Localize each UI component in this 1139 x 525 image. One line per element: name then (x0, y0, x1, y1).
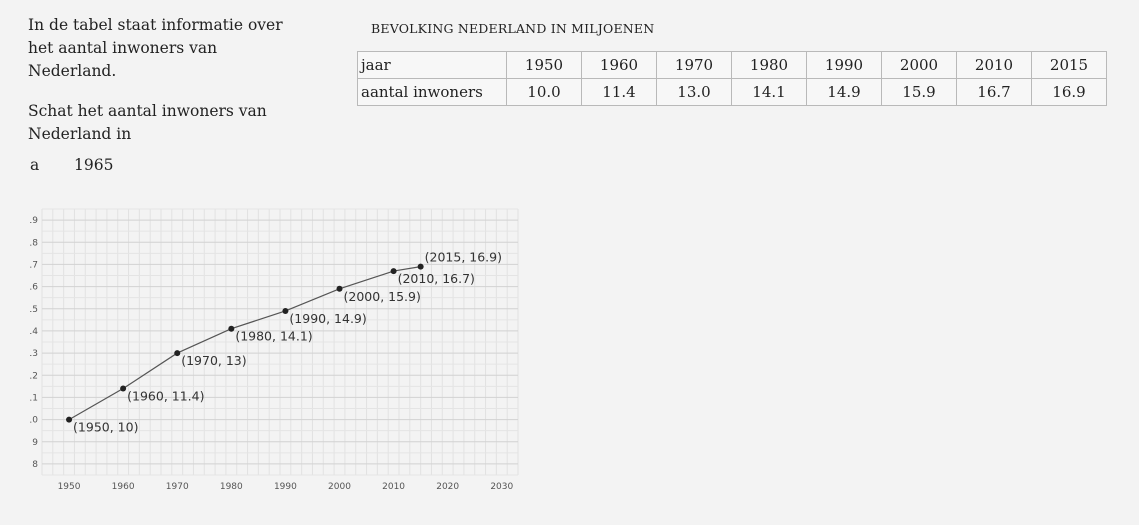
y-tick-label: 19 (30, 216, 38, 226)
x-tick-label: 2000 (328, 482, 351, 492)
x-tick-label: 1980 (220, 482, 243, 492)
data-point-label: (1970, 13) (181, 353, 246, 368)
data-point (120, 385, 127, 392)
y-tick-label: 10 (30, 416, 38, 426)
question-sentence: Schat het aantal inwoners van Nederland … (28, 102, 267, 143)
x-tick-label: 2010 (382, 482, 405, 492)
population-table: jaar 1950 1960 1970 1980 1990 2000 2010 … (357, 51, 1107, 106)
x-tick-label: 2030 (490, 482, 513, 492)
population-cell: 15.9 (881, 78, 957, 106)
data-point-label: (1950, 10) (73, 420, 138, 435)
population-cell: 14.9 (806, 78, 882, 106)
y-tick-label: 8 (32, 460, 38, 470)
y-tick-label: 11 (30, 393, 38, 403)
data-point (390, 268, 397, 275)
table-row-year: jaar 1950 1960 1970 1980 1990 2000 2010 … (357, 51, 1107, 79)
x-tick-label: 2020 (436, 482, 459, 492)
population-cell: 14.1 (731, 78, 807, 106)
population-cell: 16.9 (1031, 78, 1107, 106)
year-cell: 1990 (806, 51, 882, 79)
question-item-a: a 1965 (30, 156, 113, 174)
data-point (336, 285, 343, 292)
table-row-population: aantal inwoners 10.0 11.4 13.0 14.1 14.9… (357, 78, 1107, 106)
intro-sentence: In de tabel staat informatie over het aa… (28, 16, 283, 80)
data-point-label: (2015, 16.9) (425, 250, 502, 265)
x-tick-label: 1970 (166, 482, 189, 492)
data-point (228, 325, 235, 332)
data-point-label: (1990, 14.9) (289, 311, 366, 326)
y-tick-label: 13 (30, 349, 38, 359)
year-cell: 1950 (506, 51, 582, 79)
data-point-label: (2000, 15.9) (344, 289, 421, 304)
year-cell: 1960 (581, 51, 657, 79)
data-point (174, 350, 181, 357)
year-cell: 1980 (731, 51, 807, 79)
x-tick-label: 1960 (112, 482, 135, 492)
y-tick-label: 12 (30, 371, 38, 381)
data-point-label: (2010, 16.7) (398, 271, 475, 286)
population-line-chart: 8 9 10 11 12 13 14 15 16 17 18 19 1950 1960 1970 1980 19… (30, 208, 519, 492)
year-cell: 2015 (1031, 51, 1107, 79)
y-tick-label: 9 (32, 438, 38, 448)
x-tick-label: 1990 (274, 482, 297, 492)
data-point (66, 416, 73, 423)
item-letter: a (30, 156, 40, 174)
y-tick-label: 14 (30, 327, 38, 337)
y-tick-label: 15 (30, 305, 38, 315)
population-cell: 11.4 (581, 78, 657, 106)
row-header-year: jaar (357, 51, 507, 79)
y-tick-label: 17 (30, 260, 38, 270)
data-point (282, 307, 289, 314)
question-text: Schat het aantal inwoners van Nederland … (28, 100, 288, 146)
item-value: 1965 (74, 156, 114, 174)
year-cell: 2010 (956, 51, 1032, 79)
y-tick-label: 16 (30, 283, 38, 293)
x-tick-label: 1950 (58, 482, 81, 492)
year-cell: 1970 (656, 51, 732, 79)
intro-text: In de tabel staat informatie over het aa… (28, 14, 288, 83)
year-cell: 2000 (881, 51, 957, 79)
data-point (417, 263, 424, 270)
data-point-label: (1980, 14.1) (235, 329, 312, 344)
population-cell: 13.0 (656, 78, 732, 106)
data-point-label: (1960, 11.4) (127, 389, 204, 404)
table-title: BEVOLKING NEDERLAND IN MILJOENEN (371, 21, 655, 36)
population-cell: 10.0 (506, 78, 582, 106)
y-tick-label: 18 (30, 238, 38, 248)
series-line (68, 266, 421, 421)
row-header-population: aantal inwoners (357, 78, 507, 106)
population-cell: 16.7 (956, 78, 1032, 106)
